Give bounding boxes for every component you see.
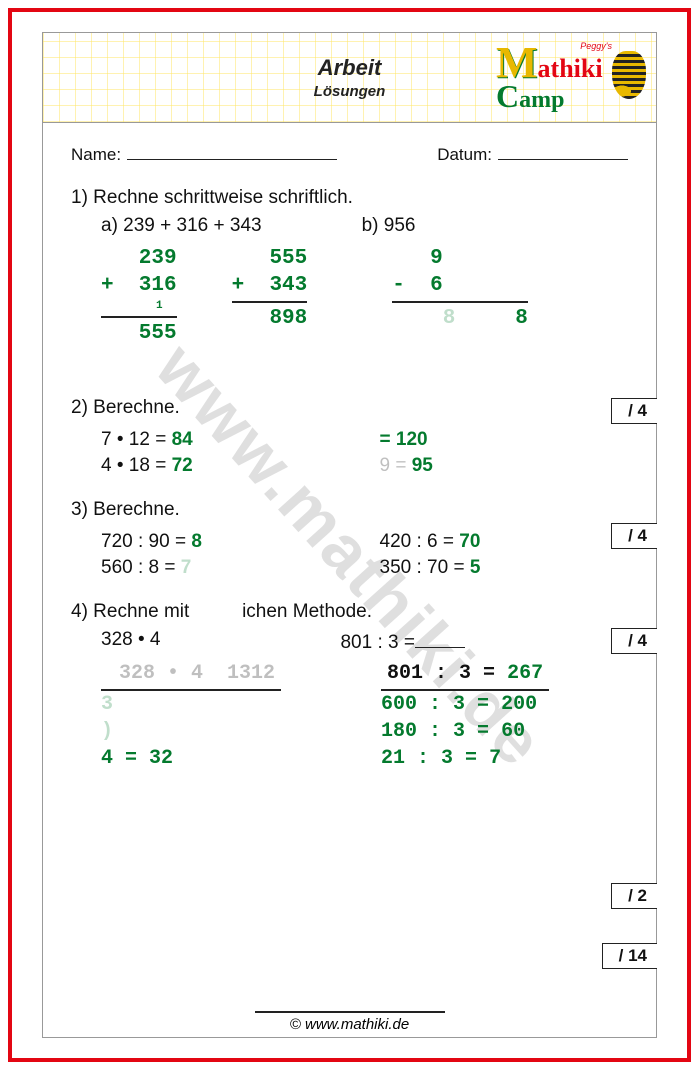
s2-score: / 4 bbox=[611, 523, 657, 549]
name-date-row: Name: Datum: bbox=[71, 141, 628, 165]
bee-icon bbox=[612, 51, 646, 99]
section-3-title: 3) Berechne. bbox=[71, 499, 628, 521]
s1-b-label: b) 956 bbox=[362, 215, 416, 237]
name-blank bbox=[127, 141, 337, 160]
s1-score: / 4 bbox=[611, 398, 657, 424]
header-band: Arbeit Lösungen Peggy's Mathiki Camp bbox=[43, 33, 656, 123]
s4-b-label: 801 : 3 = bbox=[340, 629, 464, 654]
s1-a-label: a) 239 + 316 + 343 bbox=[101, 215, 262, 237]
section-4-title: 4) Rechne mit ichen Methode. bbox=[71, 601, 628, 623]
s3-grid: 720 : 90 = 8 560 : 8 = 7 420 : 6 = 70 35… bbox=[71, 527, 628, 583]
s2-grid: 7 • 12 = 84 4 • 18 = 72 = 120 9 = 95 bbox=[71, 425, 628, 481]
content-area: Name: Datum: 1) Rechne schrittweise schr… bbox=[43, 123, 656, 782]
total-score: / 14 bbox=[602, 943, 657, 969]
header-title-box: Arbeit Lösungen bbox=[203, 55, 496, 100]
logo-tagline: Peggy's bbox=[580, 41, 612, 51]
s4-score: / 2 bbox=[611, 883, 657, 909]
worksheet-frame: Arbeit Lösungen Peggy's Mathiki Camp www… bbox=[8, 8, 691, 1062]
s1-col2: 555 + 343 898 bbox=[232, 245, 308, 333]
s4-left-block: 328 • 4 1312 3 ) 4 = 32 bbox=[101, 660, 281, 772]
section-2-title: 2) Berechne. bbox=[71, 397, 628, 419]
s1-col1: 239 + 316 1 555 bbox=[101, 245, 177, 347]
date-blank bbox=[498, 141, 628, 160]
logo-word-amp: amp bbox=[519, 87, 564, 113]
s4-a-label: 328 • 4 bbox=[101, 629, 160, 654]
footer-text: © www.mathiki.de bbox=[290, 1016, 409, 1033]
page-subtitle: Lösungen bbox=[203, 83, 496, 100]
s1-col3: 9 - 6 88 bbox=[392, 245, 528, 333]
s3-score: / 4 bbox=[611, 628, 657, 654]
date-label: Datum: bbox=[437, 145, 492, 165]
page-title: Arbeit bbox=[203, 55, 496, 81]
s4-right-block: 801 : 3 = 267 600 : 3 = 200 180 : 3 = 60… bbox=[381, 660, 549, 772]
brand-logo: Peggy's Mathiki Camp bbox=[496, 43, 646, 113]
logo-word-athiki: athiki bbox=[538, 54, 603, 83]
footer: © www.mathiki.de bbox=[43, 1011, 656, 1033]
page: Arbeit Lösungen Peggy's Mathiki Camp www… bbox=[42, 32, 657, 1038]
logo-letter-c: C bbox=[496, 78, 519, 114]
section-1-title: 1) Rechne schrittweise schriftlich. bbox=[71, 187, 628, 209]
name-label: Name: bbox=[71, 145, 121, 165]
